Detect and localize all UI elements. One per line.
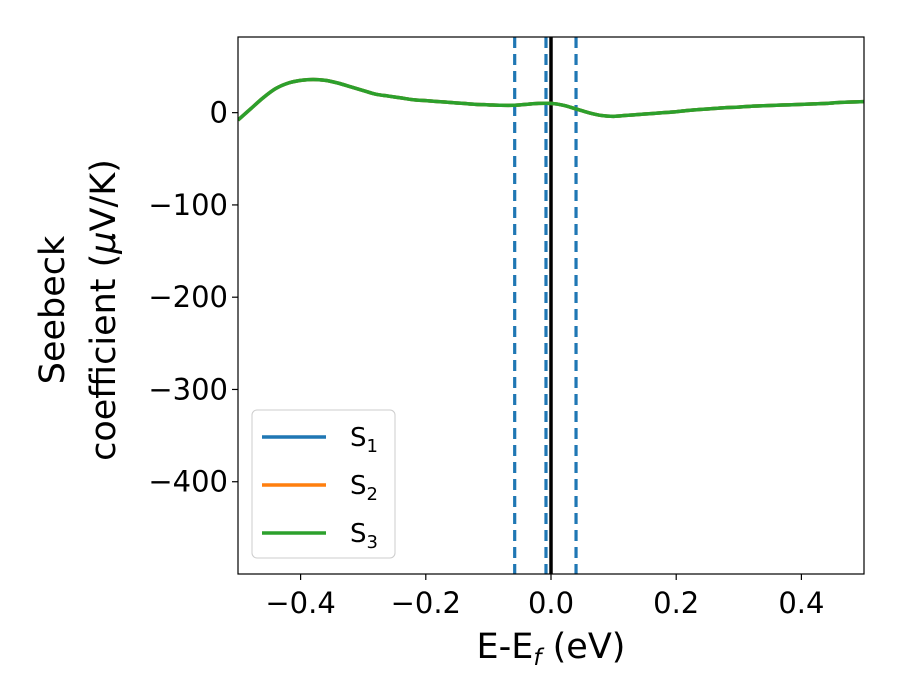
x-axis-label: E-Ef (eV) <box>477 627 626 671</box>
y-axis-label-line1: Seebeck <box>33 235 73 384</box>
y-axis-label-line2: coefficient (μV/K) <box>84 159 124 461</box>
legend-label: S1 <box>350 423 378 457</box>
legend: S1 S2 S3 <box>251 409 396 559</box>
y-tick-label: 0 <box>210 96 228 130</box>
series-line-S3 <box>238 77 864 122</box>
x-tick-label: 0.0 <box>528 586 574 620</box>
y-tick-label: −400 <box>148 465 228 499</box>
y-tick-label: −300 <box>148 372 228 406</box>
x-axis-ticks: −0.4 −0.2 0.0 0.2 0.4 <box>265 574 824 620</box>
plot-content <box>238 37 864 574</box>
x-tick-label: −0.2 <box>391 586 461 620</box>
x-tick-label: −0.4 <box>265 586 335 620</box>
legend-entry-S1: S1 <box>262 423 378 457</box>
y-axis-ticks: 0 −100 −200 −300 −400 <box>148 96 238 499</box>
y-axis-label: Seebeck coefficient (μV/K) <box>33 159 124 461</box>
y-tick-label: −100 <box>148 188 228 222</box>
legend-label: S2 <box>350 471 378 505</box>
legend-entry-S2: S2 <box>262 471 378 505</box>
legend-label: S3 <box>350 519 378 553</box>
legend-entry-S3: S3 <box>262 519 378 553</box>
x-tick-label: 0.4 <box>778 586 824 620</box>
y-tick-label: −200 <box>148 280 228 314</box>
x-tick-label: 0.2 <box>653 586 699 620</box>
